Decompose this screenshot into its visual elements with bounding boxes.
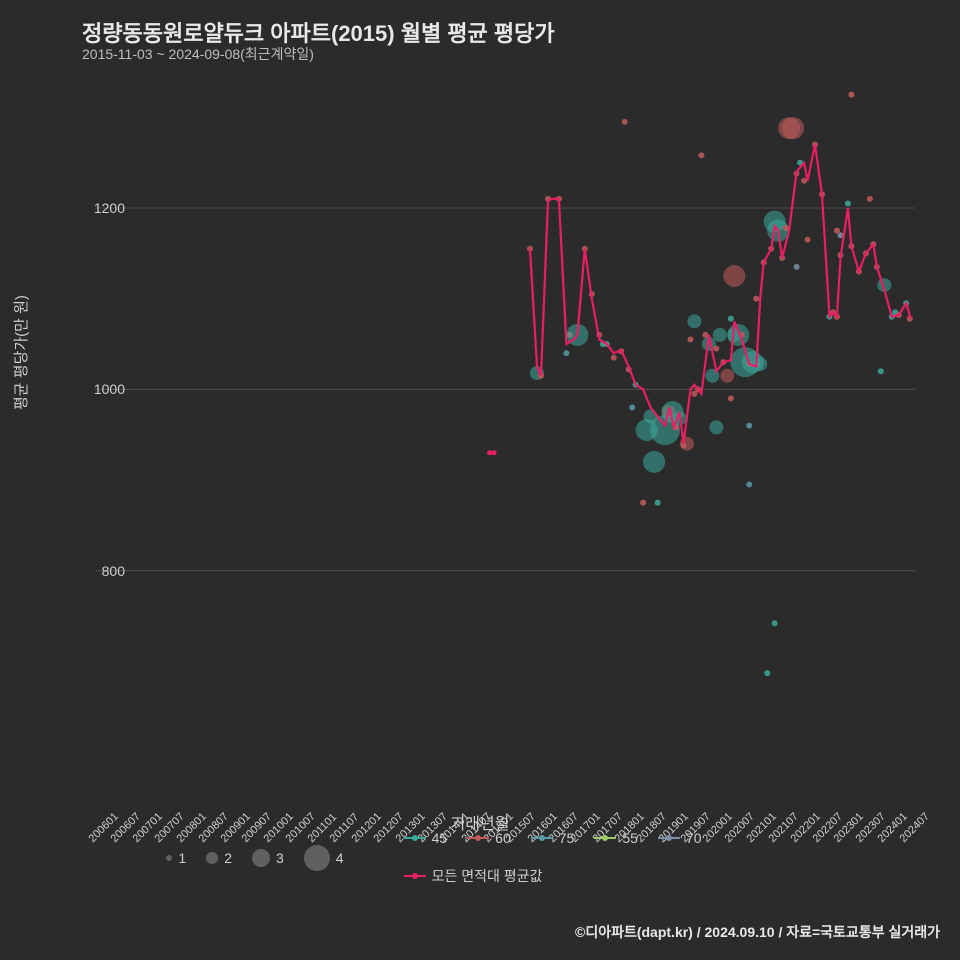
plot-svg <box>95 72 915 752</box>
scatter-point <box>563 350 569 356</box>
scatter-point <box>772 620 778 626</box>
color-swatch-45 <box>404 837 426 839</box>
scatter-point <box>753 357 767 371</box>
color-legend-45: 45 <box>404 830 448 846</box>
scatter-point <box>805 237 811 243</box>
y-axis-label: 평균 평당가(만 원) <box>10 295 31 410</box>
scatter-point <box>611 355 617 361</box>
dot-icon <box>666 835 672 841</box>
size-label-3: 3 <box>276 850 284 866</box>
color-swatch-55 <box>594 837 616 839</box>
color-label-60: 60 <box>495 830 511 846</box>
scatter-point <box>753 296 759 302</box>
plot-area <box>95 72 915 752</box>
footer-credit: ©디아파트(dapt.kr) / 2024.09.10 / 자료=국토교통부 실… <box>575 922 940 942</box>
color-legend-75: 75 <box>531 830 575 846</box>
color-legend-60: 60 <box>467 830 511 846</box>
size-label-1: 1 <box>178 850 186 866</box>
size-swatch-2 <box>206 852 218 864</box>
color-legend: 45 60 75 55 70 모든 면적대 평균값 <box>404 830 854 886</box>
scatter-point <box>728 316 734 322</box>
size-label-2: 2 <box>224 850 232 866</box>
dot-icon <box>475 835 481 841</box>
scatter-point <box>713 328 727 342</box>
scatter-point <box>727 324 749 346</box>
avg-point <box>487 450 492 455</box>
avg-point <box>492 450 497 455</box>
size-legend-item-1: 1 <box>166 850 186 866</box>
size-legend-item-4: 4 <box>304 845 344 871</box>
color-label-70: 70 <box>686 830 702 846</box>
scatter-point <box>622 119 628 125</box>
scatter-point <box>878 368 884 374</box>
scatter-point <box>848 92 854 98</box>
scatter-point <box>629 404 635 410</box>
y-tick-label: 800 <box>102 563 125 579</box>
size-legend-item-2: 2 <box>206 850 232 866</box>
size-legend-item-3: 3 <box>252 849 284 867</box>
scatter-point <box>723 265 745 287</box>
scatter-point <box>746 423 752 429</box>
color-label-55: 55 <box>622 830 638 846</box>
y-tick-label: 1200 <box>94 200 125 216</box>
color-label-45: 45 <box>432 830 448 846</box>
size-swatch-1 <box>166 855 172 861</box>
scatter-point <box>709 420 723 434</box>
color-label-75: 75 <box>559 830 575 846</box>
scatter-point <box>687 336 693 342</box>
color-swatch-60 <box>467 837 489 839</box>
dot-icon <box>602 835 608 841</box>
dot-icon <box>412 873 418 879</box>
size-legend: 1 2 3 4 <box>166 845 343 871</box>
dot-icon <box>412 835 418 841</box>
scatter-point <box>698 152 704 158</box>
color-swatch-avg <box>404 875 426 877</box>
avg-line <box>490 145 911 453</box>
scatter-point <box>728 395 734 401</box>
color-legend-55: 55 <box>594 830 638 846</box>
color-legend-70: 70 <box>658 830 702 846</box>
scatter-point <box>720 369 734 383</box>
size-swatch-4 <box>304 845 330 871</box>
chart-subtitle: 2015-11-03 ~ 2024-09-08(최근계약일) <box>82 44 314 64</box>
scatter-point <box>867 196 873 202</box>
size-swatch-3 <box>252 849 270 867</box>
color-label-avg: 모든 면적대 평균값 <box>432 866 543 886</box>
scatter-point <box>794 264 800 270</box>
size-label-4: 4 <box>336 850 344 866</box>
color-legend-avg: 모든 면적대 평균값 <box>404 866 543 886</box>
scatter-point <box>746 482 752 488</box>
chart-container: 정량동동원로얄듀크 아파트(2015) 월별 평균 평당가 2015-11-03… <box>0 0 960 960</box>
scatter-point <box>783 225 789 231</box>
scatter-point <box>782 117 804 139</box>
y-tick-label: 1000 <box>94 381 125 397</box>
scatter-point <box>640 500 646 506</box>
scatter-point <box>713 346 719 352</box>
scatter-point <box>845 200 851 206</box>
color-swatch-70 <box>658 837 680 839</box>
color-swatch-75 <box>531 837 553 839</box>
legend: 1 2 3 4 45 60 <box>100 830 920 886</box>
scatter-point <box>687 314 701 328</box>
dot-icon <box>539 835 545 841</box>
scatter-point <box>702 332 708 338</box>
scatter-point <box>643 451 665 473</box>
scatter-point <box>655 500 661 506</box>
scatter-point <box>764 670 770 676</box>
